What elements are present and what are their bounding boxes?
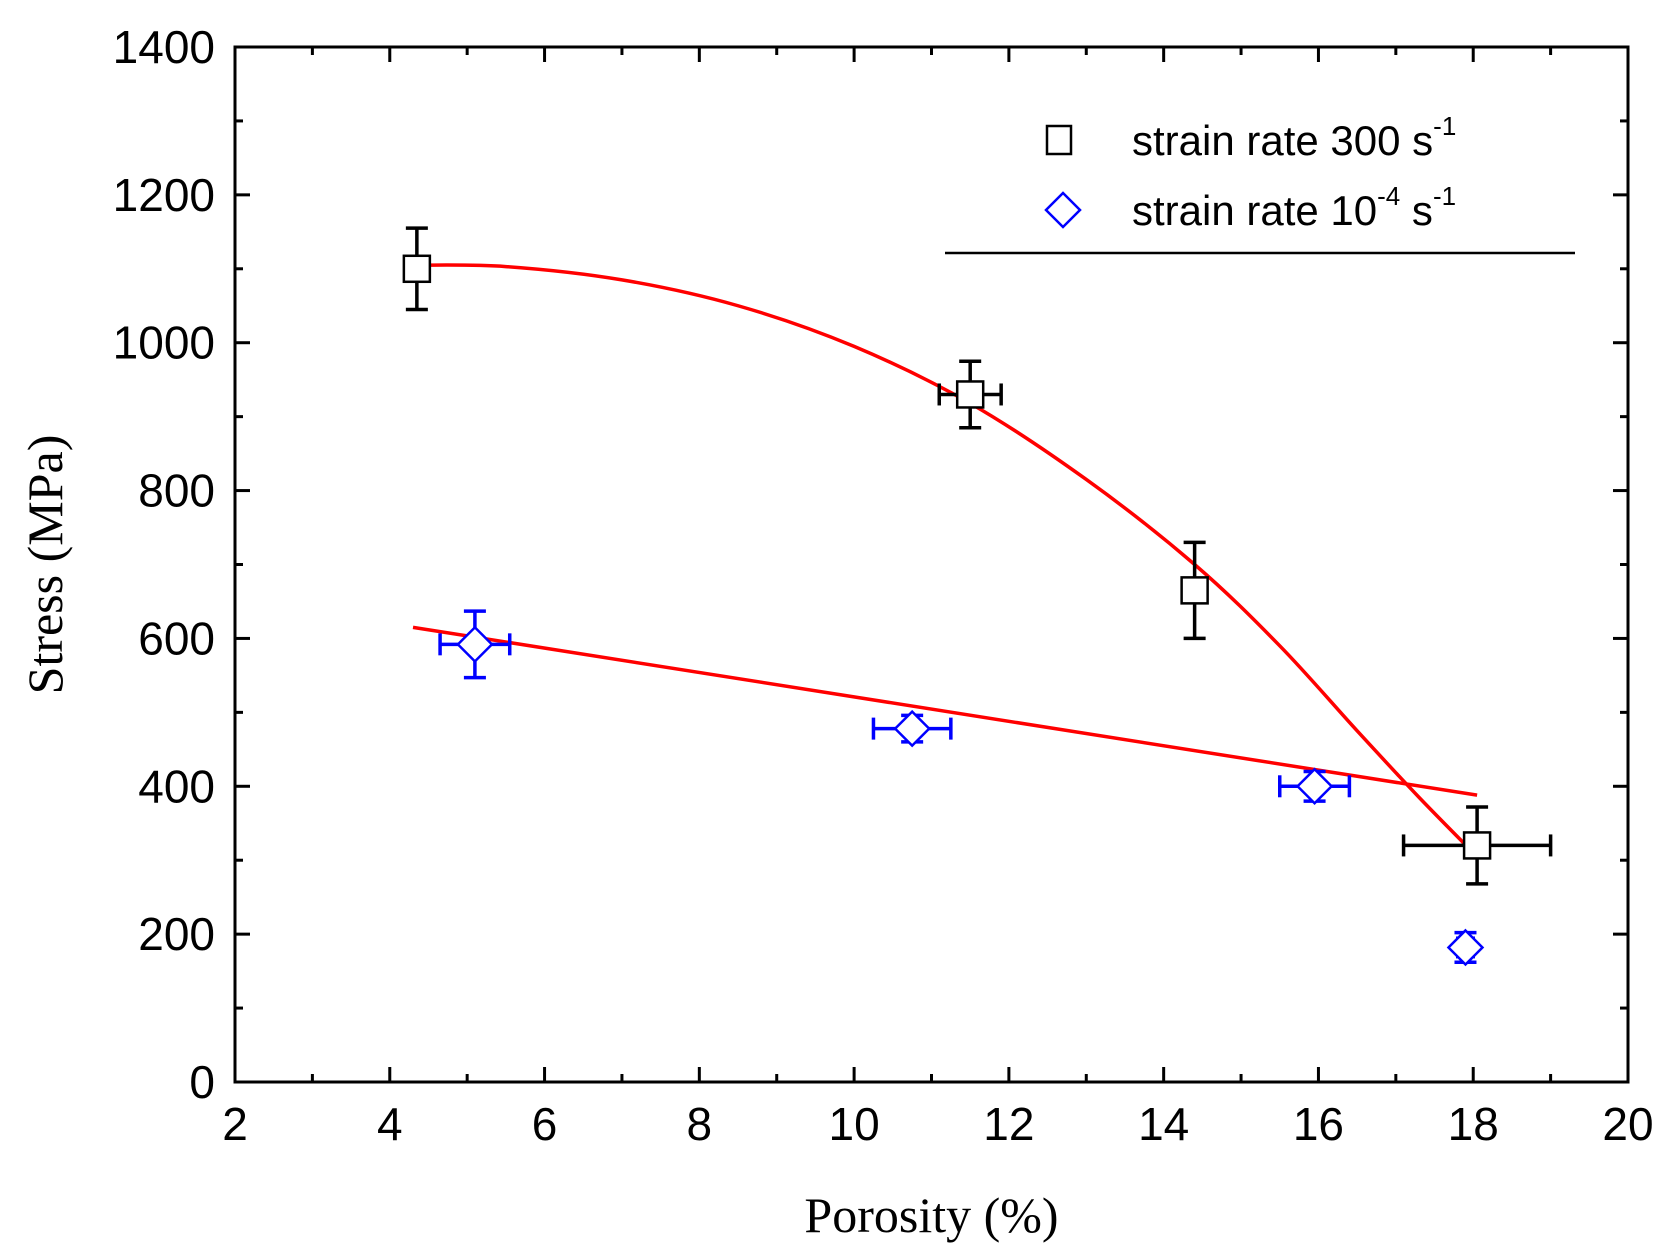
data-series	[402, 226, 1553, 967]
x-tick-label: 2	[222, 1098, 248, 1150]
x-tick-label: 8	[687, 1098, 713, 1150]
x-tick-label: 12	[983, 1098, 1034, 1150]
data-point-square	[402, 254, 432, 284]
x-tick-label: 20	[1602, 1098, 1653, 1150]
series-2	[438, 609, 1485, 967]
fit-line-series-1	[416, 263, 1479, 858]
data-point-diamond	[893, 709, 931, 748]
legend: strain rate 300 s-1 strain rate 10-4 s-1	[945, 111, 1575, 255]
y-tick-label: 800	[138, 465, 215, 517]
legend-marker-square	[1045, 124, 1073, 156]
data-point-square	[955, 380, 985, 409]
data-point-diamond	[1295, 767, 1334, 806]
series-1	[402, 226, 1553, 886]
data-point-diamond	[1446, 928, 1485, 967]
legend-label-series-1: strain rate 300 s-1	[1132, 111, 1456, 164]
y-tick-label: 600	[138, 612, 215, 664]
data-point-square	[1462, 831, 1492, 860]
x-tick-label: 16	[1293, 1098, 1344, 1150]
fit-line-series-2	[412, 625, 1478, 797]
y-tick-label: 1400	[113, 21, 215, 73]
x-tick-label: 14	[1138, 1098, 1189, 1150]
data-point-diamond	[456, 625, 494, 664]
y-tick-label: 1200	[113, 169, 215, 221]
x-tick-label: 18	[1448, 1098, 1499, 1150]
y-tick-label: 0	[189, 1056, 215, 1108]
y-tick-label: 1000	[113, 317, 215, 369]
x-axis-title: Porosity (%)	[804, 1187, 1058, 1243]
data-point-square	[1180, 576, 1209, 605]
y-tick-label: 200	[138, 908, 215, 960]
x-tick-label: 6	[532, 1098, 558, 1150]
y-tick-label: 400	[138, 760, 215, 812]
tick-labels: 2 4 6 8 10 12 14 16 18 20020040060080010001200140…	[113, 21, 1654, 1150]
axis-ticks	[233, 45, 1630, 1084]
x-tick-label: 10	[829, 1098, 880, 1150]
x-tick-label: 4	[377, 1098, 403, 1150]
fit-curves	[412, 263, 1479, 858]
y-axis-title: Stress (MPa)	[17, 435, 73, 695]
legend-label-series-2: strain rate 10-4 s-1	[1132, 181, 1456, 234]
legend-marker-diamond	[1044, 191, 1082, 229]
